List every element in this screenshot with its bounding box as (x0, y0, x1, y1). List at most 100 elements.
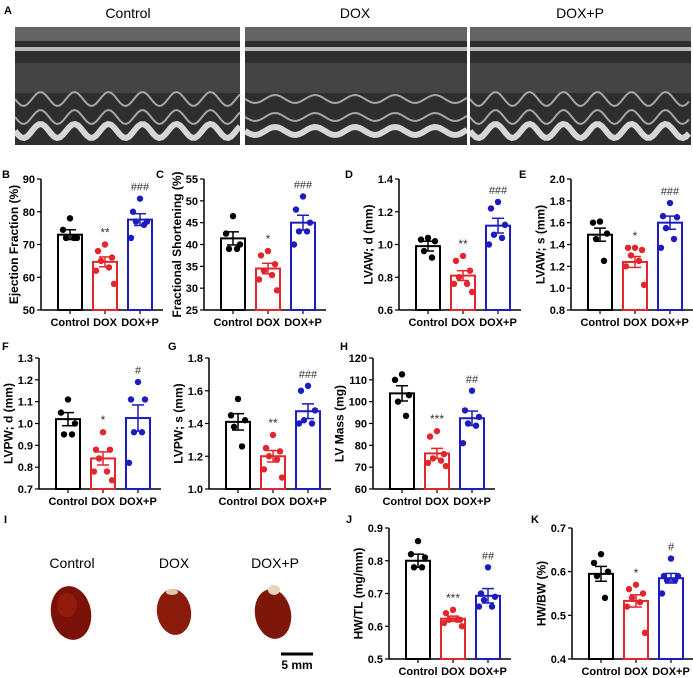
scale-bar-label: 5 mm (281, 658, 312, 672)
data-point (127, 396, 135, 403)
bar-control (587, 233, 613, 311)
data-point (639, 590, 647, 597)
panel-label: H (340, 341, 348, 353)
data-point (141, 396, 149, 403)
y-tick-label: 35 (186, 261, 198, 273)
y-tick-label: 90 (23, 174, 35, 186)
y-tick-label: 0.6 (368, 621, 383, 633)
heart-title-control: Control (49, 555, 94, 571)
data-point (491, 593, 499, 600)
data-point (450, 280, 458, 287)
data-point (453, 616, 461, 623)
y-tick-label: 1.4 (550, 240, 566, 252)
data-point (622, 263, 630, 270)
significance-marker: ** (458, 237, 468, 251)
data-point (488, 603, 496, 610)
data-point (442, 609, 450, 617)
data-point (589, 219, 597, 226)
y-tick-label: 1.0 (378, 240, 393, 252)
data-point (57, 409, 65, 416)
significance-marker: * (634, 566, 639, 580)
y-axis-label: LVPW; s (mm) (172, 383, 186, 463)
data-point (66, 215, 74, 222)
data-point (134, 378, 142, 386)
data-point (94, 247, 102, 255)
data-point (658, 590, 666, 597)
bar-control (415, 245, 441, 311)
data-point (268, 271, 276, 279)
data-point (64, 396, 72, 403)
data-point (458, 623, 466, 630)
data-point (475, 413, 483, 421)
data-point (311, 407, 319, 414)
x-tick-label: DOX+P (652, 666, 690, 678)
data-point (635, 257, 643, 265)
y-tick-label: 40 (186, 240, 198, 252)
x-tick-label: Control (408, 317, 447, 329)
y-tick-label: 0.7 (18, 484, 33, 496)
y-tick-label: 0.6 (378, 305, 393, 317)
bar-control (225, 420, 251, 490)
panel-label: B (2, 169, 10, 181)
data-point (299, 193, 307, 200)
data-point (666, 199, 674, 207)
significance-marker: ** (100, 226, 110, 240)
significance-marker: ### (294, 179, 313, 191)
y-tick-label: 1.3 (18, 353, 33, 365)
data-point (592, 235, 600, 243)
y-tick-label: 1.4 (378, 174, 394, 186)
y-axis-label: LV Mass (mg) (333, 385, 347, 462)
data-point (487, 205, 495, 212)
data-point (424, 234, 432, 242)
data-point (445, 616, 453, 623)
x-tick-label: Control (50, 317, 89, 329)
data-point (136, 195, 144, 202)
data-point (90, 468, 98, 475)
data-point (132, 218, 140, 225)
x-tick-label: DOX (256, 317, 281, 329)
y-tick-label: 1.2 (550, 261, 565, 273)
x-tick-label: DOX+P (289, 496, 327, 508)
data-point (95, 455, 103, 462)
data-point (140, 221, 148, 229)
data-point (59, 226, 67, 233)
data-point (233, 245, 241, 253)
data-point (106, 446, 114, 453)
significance-marker: ### (661, 186, 680, 198)
data-point (273, 287, 281, 294)
panel-label: G (168, 341, 177, 353)
data-point (273, 456, 281, 463)
data-point (260, 267, 268, 274)
y-tick-label: 1.8 (550, 196, 565, 208)
data-point (110, 280, 118, 287)
data-point (227, 412, 235, 419)
bar-dox-p (657, 221, 683, 312)
y-tick-label: 25 (186, 305, 198, 317)
significance-marker: ** (268, 416, 278, 430)
chart-h: H 60 70 80 90 100 110 120 LV Mass (mg) Control DOX… (333, 341, 495, 508)
significance-marker: # (668, 542, 675, 554)
significance-marker: *** (446, 591, 460, 605)
data-point (71, 420, 79, 427)
data-point (225, 245, 233, 253)
data-point (278, 474, 286, 481)
significance-marker: ### (299, 369, 318, 381)
data-point (459, 252, 467, 260)
data-point (603, 230, 611, 237)
y-tick-label: 0.9 (18, 440, 33, 452)
y-tick-label: 1.2 (378, 207, 393, 219)
chart-g: G 1.0 1.2 1.4 1.6 1.8 LVPW; s (mm) Control DOX **… (168, 341, 331, 508)
panel-label-a: A (4, 5, 12, 17)
bar-dox-p (127, 218, 153, 311)
x-tick-label: Control (580, 317, 619, 329)
significance-marker: *** (430, 412, 444, 426)
y-tick-label: 0.8 (378, 272, 393, 284)
data-point (410, 564, 418, 571)
data-point (276, 448, 284, 455)
x-tick-label: Control (48, 496, 87, 508)
data-point (138, 429, 146, 436)
data-point (101, 241, 109, 248)
data-point (433, 427, 441, 435)
data-point (449, 606, 457, 614)
